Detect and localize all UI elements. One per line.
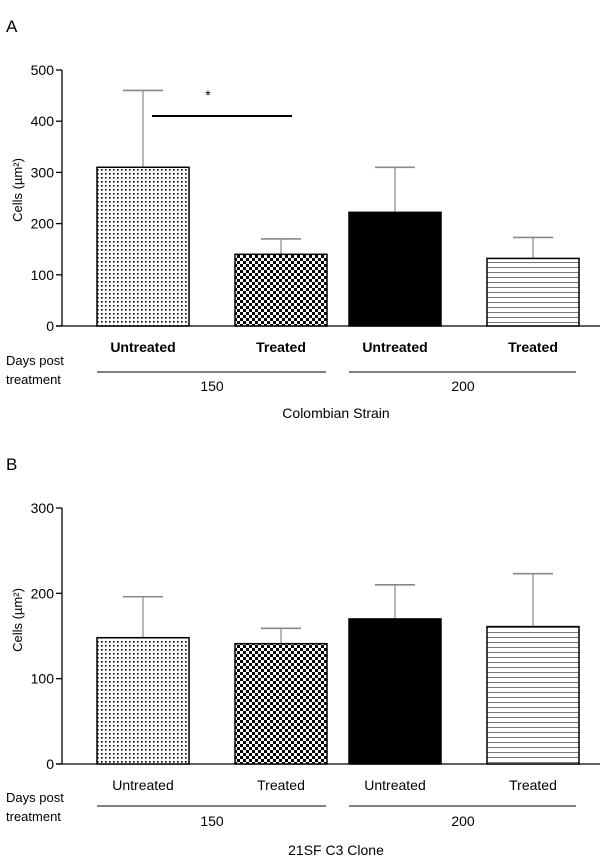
significance-marker: * <box>205 87 211 103</box>
bar-solid <box>348 211 442 327</box>
bar-checker <box>234 642 328 765</box>
row-label-line1: Days post <box>6 790 64 805</box>
bar-hlines <box>486 625 580 765</box>
y-tick-label: 100 <box>31 671 55 687</box>
x-axis-label: 21SF C3 Clone <box>288 842 384 858</box>
group-label-150: 150 <box>200 378 224 394</box>
category-label: Treated <box>257 777 305 793</box>
row-label-line2: treatment <box>6 809 61 824</box>
bar-checker <box>234 253 328 327</box>
y-tick-label: 0 <box>46 756 54 772</box>
panel-label: B <box>6 455 17 474</box>
bar-dots <box>96 636 190 765</box>
category-label: Untreated <box>362 339 427 355</box>
category-labels: Untreated Treated Untreated Treated <box>112 777 557 793</box>
y-axis-label: Cells (µm²) <box>10 158 25 222</box>
y-tick-label: 200 <box>31 585 55 601</box>
y-tick-label: 400 <box>31 113 55 129</box>
row-label-line1: Days post <box>6 353 64 368</box>
group-label-200: 200 <box>451 813 475 829</box>
category-label: Untreated <box>112 777 173 793</box>
chart-panel-b: B Cells (µm²) 0 100 200 300 Untreated Treate… <box>6 455 600 858</box>
category-label: Treated <box>508 339 558 355</box>
chart-panel-a: A Cells (µm²) 0 100 200 300 400 500 Untreated… <box>6 17 600 421</box>
y-tick-label: 500 <box>31 62 55 78</box>
category-label: Treated <box>256 339 306 355</box>
y-tick-label: 300 <box>31 500 55 516</box>
category-label: Treated <box>509 777 557 793</box>
y-axis-label: Cells (µm²) <box>10 588 25 652</box>
group-label-150: 150 <box>200 813 224 829</box>
y-tick-label: 100 <box>31 267 55 283</box>
category-labels: Untreated Treated Untreated Treated <box>110 339 558 355</box>
bar-solid <box>348 618 442 765</box>
bars <box>96 572 580 765</box>
group-label-200: 200 <box>451 378 475 394</box>
category-label: Untreated <box>110 339 175 355</box>
bar-hlines <box>486 257 580 327</box>
y-tick-label: 300 <box>31 164 55 180</box>
y-tick-label: 200 <box>31 216 55 232</box>
row-label-line2: treatment <box>6 372 61 387</box>
x-axis-label: Colombian Strain <box>282 405 389 421</box>
bar-dots <box>96 166 190 327</box>
panel-label: A <box>6 17 18 36</box>
y-tick-label: 0 <box>46 318 54 334</box>
bars <box>96 89 580 327</box>
category-label: Untreated <box>364 777 425 793</box>
